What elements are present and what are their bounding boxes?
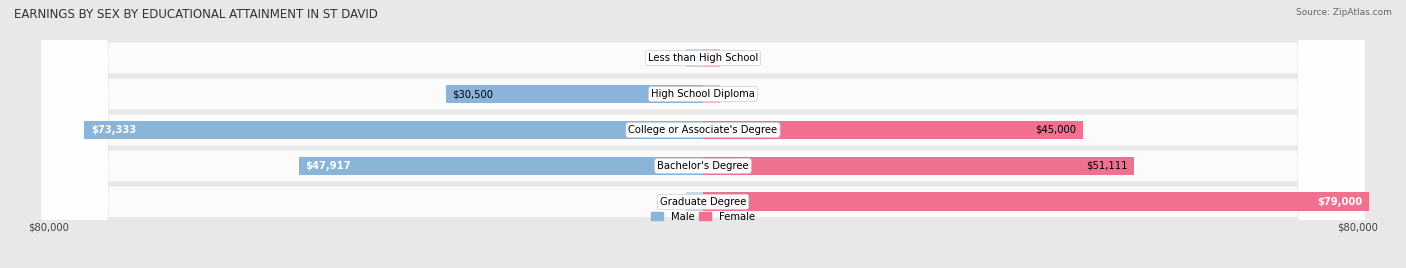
FancyBboxPatch shape [42, 0, 1364, 268]
Bar [84, 121, 703, 139]
Text: College or Associate's Degree: College or Associate's Degree [628, 125, 778, 135]
Text: $45,000: $45,000 [1035, 125, 1076, 135]
Text: Graduate Degree: Graduate Degree [659, 197, 747, 207]
Text: $30,500: $30,500 [453, 89, 494, 99]
Text: $0: $0 [723, 53, 735, 63]
Text: $0: $0 [671, 197, 683, 207]
Bar [703, 49, 720, 68]
Bar [703, 192, 1369, 211]
Bar [686, 192, 703, 211]
Text: $47,917: $47,917 [305, 161, 352, 171]
Text: $0: $0 [671, 53, 683, 63]
Text: High School Diploma: High School Diploma [651, 89, 755, 99]
FancyBboxPatch shape [42, 0, 1364, 268]
Text: EARNINGS BY SEX BY EDUCATIONAL ATTAINMENT IN ST DAVID: EARNINGS BY SEX BY EDUCATIONAL ATTAINMEN… [14, 8, 378, 21]
Legend: Male, Female: Male, Female [647, 207, 759, 226]
Bar [703, 121, 1083, 139]
FancyBboxPatch shape [42, 0, 1364, 268]
Text: Less than High School: Less than High School [648, 53, 758, 63]
Text: $73,333: $73,333 [91, 125, 136, 135]
Text: $80,000: $80,000 [28, 223, 69, 233]
Text: Bachelor's Degree: Bachelor's Degree [657, 161, 749, 171]
FancyBboxPatch shape [42, 0, 1364, 268]
Text: $51,111: $51,111 [1085, 161, 1128, 171]
Text: $79,000: $79,000 [1317, 197, 1362, 207]
FancyBboxPatch shape [42, 0, 1364, 268]
Bar [446, 85, 703, 103]
Text: Source: ZipAtlas.com: Source: ZipAtlas.com [1296, 8, 1392, 17]
Bar [703, 157, 1135, 175]
Bar [703, 85, 720, 103]
Text: $80,000: $80,000 [1337, 223, 1378, 233]
Bar [686, 49, 703, 68]
Text: $0: $0 [723, 89, 735, 99]
Bar [298, 157, 703, 175]
